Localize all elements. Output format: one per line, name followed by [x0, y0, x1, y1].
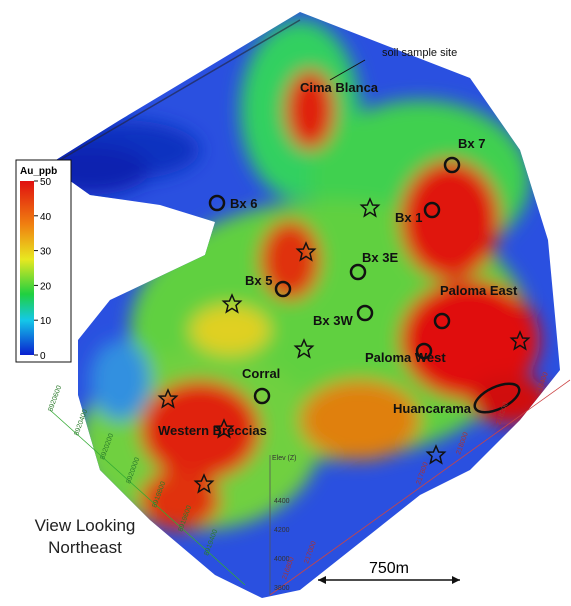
legend-tick-label: 50 [40, 177, 52, 188]
label: Cima Blanca [300, 80, 379, 95]
northing-label: 8920600 [47, 385, 63, 413]
legend-tick-label: 20 [40, 281, 52, 292]
legend-title: Au_ppb [20, 166, 57, 177]
label: Corral [242, 366, 280, 381]
legend-tick-label: 40 [40, 212, 52, 223]
elev-label: 4000 [274, 556, 290, 563]
label: Paloma West [365, 350, 446, 365]
elev-title: Elev (Z) [272, 455, 297, 462]
elev-label: 4400 [274, 498, 290, 505]
label: Bx 3W [313, 313, 353, 328]
legend-tick-label: 10 [40, 316, 52, 327]
legend-tick-label: 30 [40, 247, 52, 258]
label: Huancarama [393, 401, 472, 416]
label: Bx 1 [395, 210, 422, 225]
label: Bx 5 [245, 273, 272, 288]
label: Bx 3E [362, 250, 398, 265]
label: Bx 6 [230, 196, 257, 211]
label: Western Breccias [158, 423, 267, 438]
elev-label: 4200 [274, 527, 290, 534]
view-caption-box: View Looking Northeast [34, 516, 136, 557]
legend-tick-label: 0 [40, 351, 46, 362]
label: soil sample site [382, 47, 457, 59]
label: Paloma East [440, 283, 518, 298]
scale-bar: 750m [369, 560, 409, 577]
legend: Au_ppb 0 10 20 30 40 50 [15, 159, 72, 363]
elev-label: 3800 [274, 585, 290, 592]
star-markers [158, 197, 530, 493]
breccia-markers [208, 156, 521, 414]
view-caption: View Looking Northeast [34, 516, 136, 557]
site-labels: soil sample site Cima Blanca Bx 7 Bx 6 B… [158, 47, 518, 438]
color-bar [20, 181, 34, 355]
label: Bx 7 [458, 136, 485, 151]
